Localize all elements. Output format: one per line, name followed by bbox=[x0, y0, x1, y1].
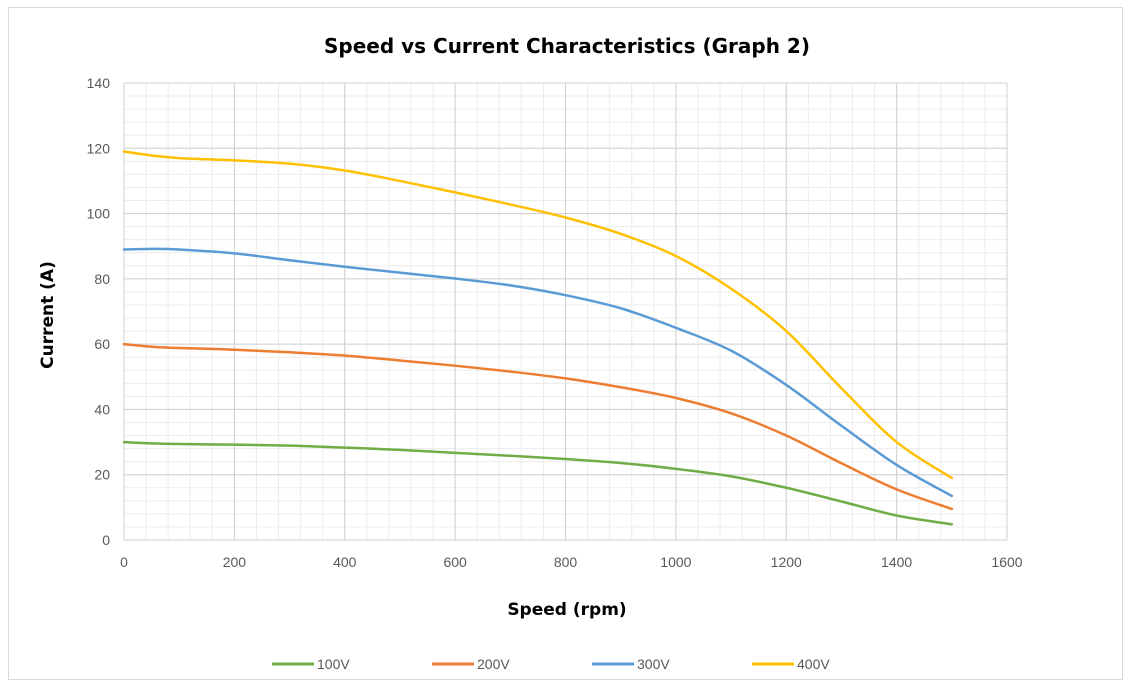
chart-title: Speed vs Current Characteristics (Graph … bbox=[324, 34, 810, 58]
chart-svg: Speed vs Current Characteristics (Graph … bbox=[38, 34, 1023, 672]
x-tick-label: 1200 bbox=[771, 554, 802, 570]
x-tick-label: 1000 bbox=[660, 554, 691, 570]
series-line-400v bbox=[122, 150, 954, 480]
legend-label: 300V bbox=[637, 656, 670, 672]
series-lines bbox=[122, 150, 954, 526]
major-gridlines bbox=[123, 82, 1008, 541]
x-tick-label: 800 bbox=[554, 554, 578, 570]
legend-item-300v: 300V bbox=[592, 656, 670, 672]
x-tick-label: 0 bbox=[120, 554, 128, 570]
y-tick-label: 60 bbox=[94, 336, 110, 352]
legend-label: 400V bbox=[797, 656, 830, 672]
x-axis-tick-labels: 0 200 400 600 800 1000 1200 1400 1600 bbox=[120, 554, 1023, 570]
y-tick-label: 40 bbox=[94, 401, 110, 417]
legend-label: 200V bbox=[477, 656, 510, 672]
y-tick-label: 20 bbox=[94, 467, 110, 483]
y-tick-label: 100 bbox=[87, 206, 111, 222]
x-tick-label: 200 bbox=[223, 554, 247, 570]
series-line-100v bbox=[122, 440, 954, 526]
x-axis-title: Speed (rpm) bbox=[507, 600, 626, 620]
x-tick-label: 1600 bbox=[991, 554, 1022, 570]
legend-item-200v: 200V bbox=[432, 656, 510, 672]
y-axis-tick-labels: 0 20 40 60 80 100 120 140 bbox=[87, 75, 111, 548]
y-tick-label: 120 bbox=[87, 140, 111, 156]
y-axis-title: Current (A) bbox=[38, 261, 58, 369]
series-line-300v bbox=[122, 247, 954, 498]
legend-item-100v: 100V bbox=[272, 656, 350, 672]
legend-item-400v: 400V bbox=[752, 656, 830, 672]
legend-label: 100V bbox=[317, 656, 350, 672]
legend: 100V 200V 300V 400V bbox=[272, 656, 830, 672]
x-tick-label: 1400 bbox=[881, 554, 912, 570]
chart-frame: Speed vs Current Characteristics (Graph … bbox=[8, 7, 1123, 680]
y-tick-label: 0 bbox=[102, 532, 110, 548]
series-line-200v bbox=[122, 342, 954, 511]
y-tick-label: 80 bbox=[94, 271, 110, 287]
y-tick-label: 140 bbox=[87, 75, 111, 91]
x-tick-label: 400 bbox=[333, 554, 357, 570]
x-tick-label: 600 bbox=[443, 554, 467, 570]
